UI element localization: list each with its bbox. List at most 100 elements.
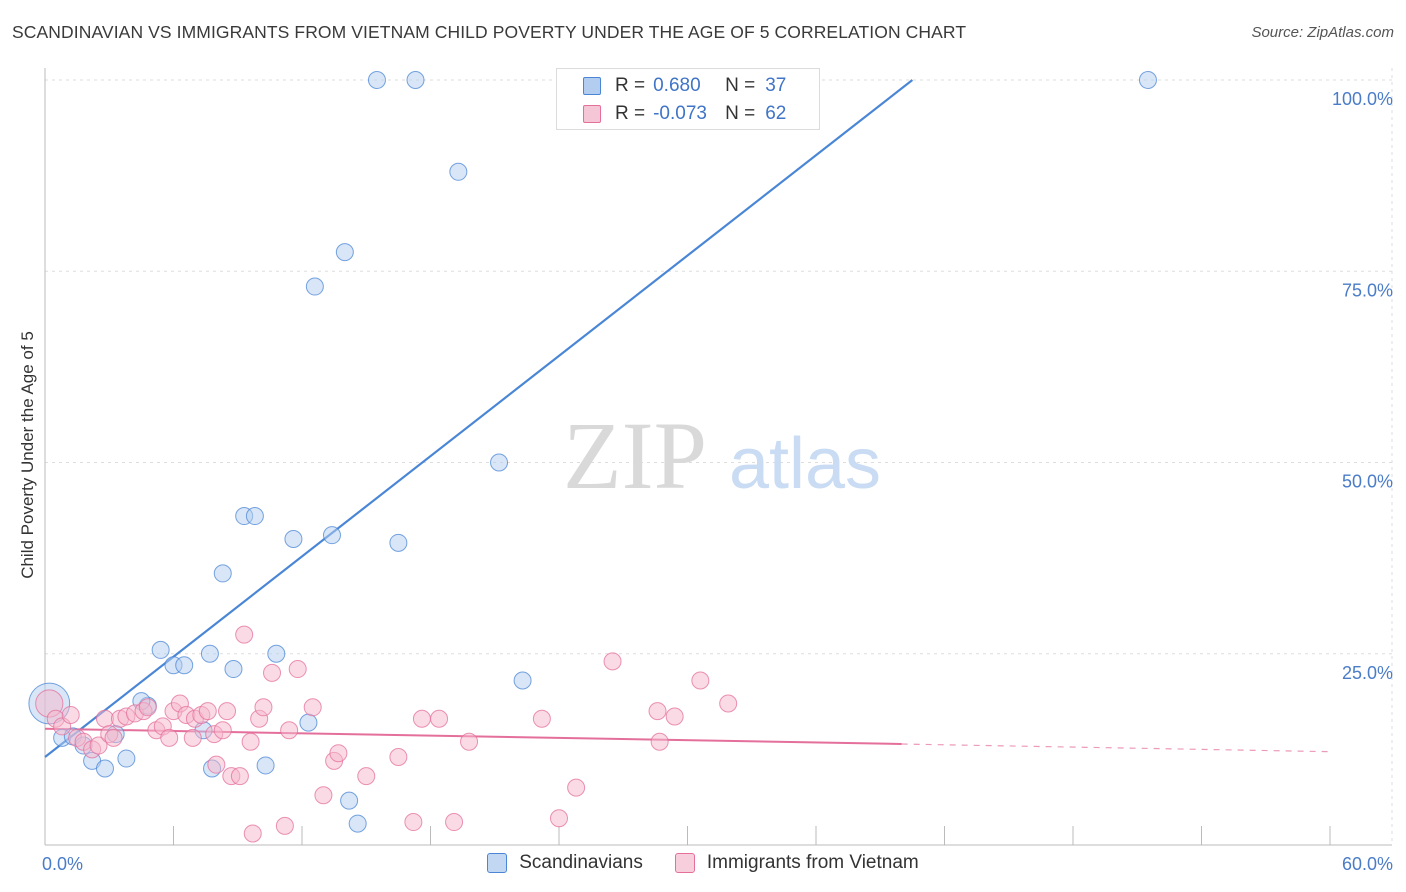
scandinavian-point (95, 759, 114, 778)
vietnam-point (603, 652, 622, 671)
vietnam-point (254, 698, 273, 717)
vietnam-point (160, 728, 179, 747)
correlation-legend: R = 0.680 N = 37 R = -0.073 N = 62 (556, 68, 820, 130)
vietnam-point (314, 786, 333, 805)
watermark-atlas: atlas (729, 424, 881, 504)
vietnam-point (329, 744, 348, 763)
legend-r-value: 0.680 (653, 75, 701, 96)
legend-r-label: R = (615, 75, 646, 96)
vietnam-point (460, 732, 479, 751)
chart-title: SCANDINAVIAN VS IMMIGRANTS FROM VIETNAM … (12, 22, 967, 42)
vietnam-point (263, 663, 282, 682)
y-tick-label: 100.0% (1332, 89, 1393, 109)
scandinavian-point (284, 530, 303, 548)
legend-r-value: -0.073 (653, 103, 707, 124)
scandinavian-point (335, 243, 354, 262)
scandinavian-point (267, 644, 286, 663)
source-label: Source: ZipAtlas.com (1251, 24, 1394, 41)
scandinavian-point (151, 640, 170, 659)
vietnam-point (288, 660, 307, 679)
trend-extension-vietnam (901, 743, 1331, 753)
scandinavian-point (175, 656, 194, 675)
legend-swatch-pink (674, 853, 695, 873)
vietnam-point (218, 702, 237, 721)
vietnam-point (532, 709, 551, 728)
vietnam-point (243, 824, 262, 843)
scandinavian-point (224, 660, 243, 679)
scandinavian-point (299, 713, 318, 732)
legend-n-label: N = (725, 75, 756, 96)
scandinavian-point (490, 453, 509, 472)
vietnam-point (198, 702, 217, 721)
legend-n-label: N = (725, 103, 756, 124)
vietnam-point (213, 721, 232, 740)
watermark-zip: ZIP (563, 402, 707, 509)
tick-labels: 25.0% 50.0% 75.0% 100.0% 0.0% 60.0% (42, 89, 1393, 874)
scandinavian-point (367, 71, 386, 89)
vietnam-point (404, 813, 423, 832)
vietnam-point (719, 694, 738, 713)
legend-row-vietnam: R = -0.073 N = 62 (583, 101, 786, 127)
vietnam-point (691, 671, 710, 690)
legend-n-value: 37 (765, 75, 787, 96)
vietnam-point (235, 625, 254, 644)
legend-r-label: R = (615, 103, 646, 124)
vietnam-point (241, 732, 260, 751)
vietnam-point (648, 702, 667, 721)
vietnam-point (430, 709, 449, 728)
gridlines (45, 68, 1393, 845)
scandinavian-point (213, 564, 232, 583)
vietnam-point (104, 728, 123, 747)
vietnam-point (207, 755, 226, 774)
legend-n-value: 62 (765, 103, 787, 124)
vietnam-point (95, 709, 114, 728)
vietnam-point (550, 809, 568, 828)
vietnam-point (389, 748, 408, 767)
series-legend: Scandinavians Immigrants from Vietnam (0, 852, 1406, 874)
vietnam-point (275, 816, 294, 835)
y-tick-label: 50.0% (1342, 472, 1393, 492)
vietnam-point (357, 767, 376, 786)
vietnam-point (280, 721, 299, 740)
scandinavian-point (322, 526, 341, 545)
vietnam-point (61, 705, 80, 724)
legend-row-scandinavians: R = 0.680 N = 37 (583, 73, 786, 99)
scandinavian-point (117, 749, 136, 768)
vietnam-point (412, 709, 431, 728)
legend-label-scandinavians: Scandinavians (519, 852, 643, 873)
series-scandinavians (28, 71, 1157, 833)
legend-swatch-blue (583, 77, 601, 95)
scandinavian-point (348, 814, 367, 833)
legend-label-vietnam: Immigrants from Vietnam (706, 852, 919, 873)
watermark: ZIP atlas (563, 402, 881, 509)
y-tick-label: 75.0% (1342, 280, 1393, 300)
legend-swatch-pink (583, 105, 601, 123)
scandinavian-point (245, 507, 264, 526)
scandinavian-point (406, 71, 425, 89)
scandinavian-point (340, 791, 359, 810)
y-tick-label: 25.0% (1342, 663, 1393, 683)
legend-item-vietnam[interactable]: Immigrants from Vietnam (674, 852, 919, 874)
scandinavian-point (1138, 71, 1157, 89)
legend-item-scandinavians[interactable]: Scandinavians (487, 852, 643, 874)
axes (44, 68, 1392, 846)
vietnam-point (567, 778, 586, 797)
scandinavian-point (305, 277, 324, 296)
vietnam-point (445, 813, 464, 832)
x-tick-label-max: 60.0% (1342, 854, 1393, 874)
vietnam-point (650, 732, 669, 751)
trend-line-scandinavians (44, 79, 914, 758)
scandinavian-point (449, 162, 468, 181)
vietnam-point (183, 728, 202, 747)
series-vietnam (35, 625, 738, 843)
x-tick-label-min: 0.0% (42, 854, 83, 874)
vietnam-point (303, 698, 322, 717)
legend-swatch-blue (487, 853, 508, 873)
y-axis-label: Child Poverty Under the Age of 5 (18, 331, 37, 579)
vietnam-point (89, 736, 108, 755)
vietnam-point (138, 698, 157, 717)
scandinavian-point (256, 756, 275, 775)
data-points (28, 71, 1157, 843)
scandinavian-point (513, 671, 532, 690)
